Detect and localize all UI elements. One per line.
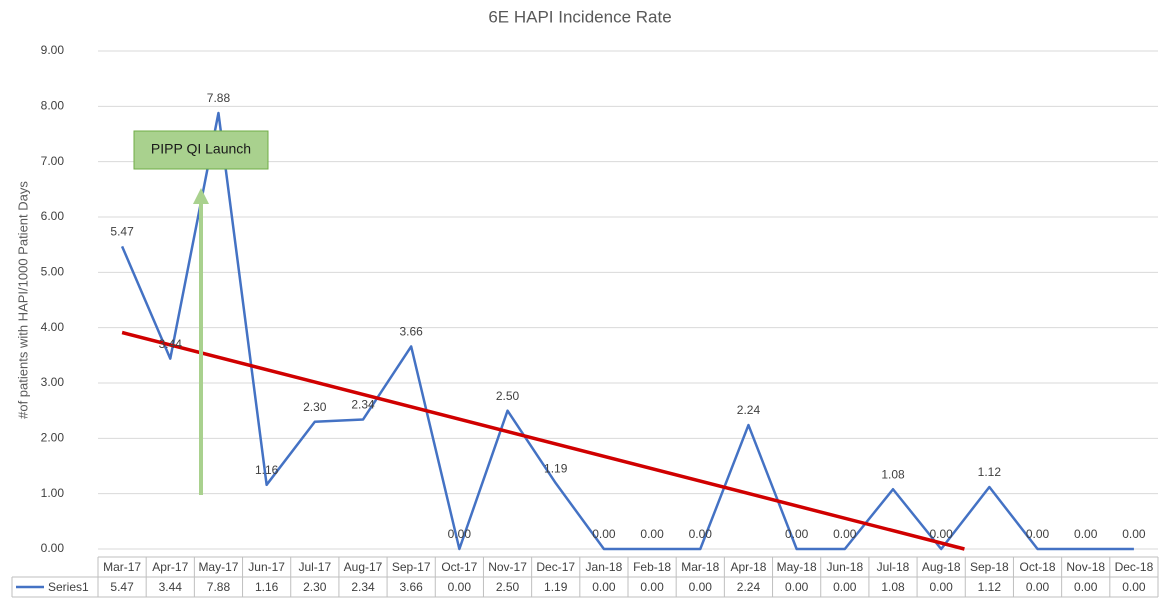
table-value: 0.00	[833, 580, 857, 594]
table-value: 1.19	[544, 580, 568, 594]
x-tick-label: Mar-18	[681, 560, 719, 574]
y-tick-label: 9.00	[41, 43, 65, 57]
data-label: 2.30	[303, 400, 327, 414]
y-tick-label: 6.00	[41, 209, 65, 223]
data-label: 2.50	[496, 389, 520, 403]
x-tick-label: Oct-17	[441, 560, 477, 574]
data-label: 0.00	[930, 527, 954, 541]
table-value: 2.30	[303, 580, 327, 594]
x-tick-label: Apr-18	[730, 560, 766, 574]
data-label: 1.08	[881, 467, 905, 481]
legend-label: Series1	[48, 580, 89, 594]
x-tick-label: Jul-18	[877, 560, 910, 574]
x-tick-label: May-17	[198, 560, 238, 574]
data-label: 5.47	[110, 224, 134, 238]
annotation-text: PIPP QI Launch	[151, 141, 251, 157]
x-tick-label: Apr-17	[152, 560, 188, 574]
trendline	[121, 330, 965, 551]
table-value: 0.00	[930, 580, 954, 594]
x-tick-label: Nov-17	[488, 560, 527, 574]
x-tick-label: Dec-18	[1115, 560, 1154, 574]
annotation-box	[133, 130, 269, 170]
table-value: 0.00	[785, 580, 809, 594]
x-tick-label: Aug-18	[922, 560, 961, 574]
data-label: 3.44	[159, 337, 183, 351]
data-label: 0.00	[1074, 527, 1098, 541]
x-tick-label: Feb-18	[633, 560, 671, 574]
x-tick-label: Nov-18	[1066, 560, 1105, 574]
x-tick-label: Jun-18	[826, 560, 863, 574]
data-label: 0.00	[1026, 527, 1050, 541]
table-value: 0.00	[640, 580, 664, 594]
y-axis-label: #of patients with HAPI/1000 Patient Days	[15, 181, 30, 419]
data-label: 0.00	[833, 527, 857, 541]
table-value: 0.00	[1026, 580, 1050, 594]
x-tick-label: May-18	[777, 560, 817, 574]
y-tick-label: 7.00	[41, 154, 65, 168]
data-label: 3.66	[400, 325, 424, 339]
data-label: 2.24	[737, 403, 761, 417]
x-tick-label: Jun-17	[248, 560, 285, 574]
data-label: 7.88	[207, 91, 231, 105]
y-tick-label: 5.00	[41, 265, 65, 279]
x-tick-label: Mar-17	[103, 560, 141, 574]
data-label: 0.00	[592, 527, 616, 541]
table-value: 2.24	[737, 580, 761, 594]
data-label: 0.00	[1122, 527, 1146, 541]
x-tick-label: Aug-17	[344, 560, 383, 574]
table-value: 0.00	[592, 580, 616, 594]
table-value: 0.00	[689, 580, 713, 594]
y-tick-label: 8.00	[41, 99, 65, 113]
table-value: 3.66	[400, 580, 424, 594]
data-label: 0.00	[689, 527, 713, 541]
table-value: 3.44	[159, 580, 183, 594]
annotation-arrowhead	[193, 188, 209, 204]
table-value: 1.08	[881, 580, 905, 594]
data-label: 0.00	[448, 527, 472, 541]
x-tick-label: Sep-18	[970, 560, 1009, 574]
y-tick-label: 3.00	[41, 375, 65, 389]
x-tick-label: Jul-17	[298, 560, 331, 574]
data-label: 0.00	[785, 527, 809, 541]
table-value: 0.00	[1122, 580, 1146, 594]
table-value: 0.00	[448, 580, 472, 594]
x-tick-label: Sep-17	[392, 560, 431, 574]
x-tick-label: Jan-18	[586, 560, 623, 574]
table-value: 2.34	[351, 580, 375, 594]
chart-title: 6E HAPI Incidence Rate	[488, 7, 671, 26]
y-tick-label: 0.00	[41, 541, 65, 555]
x-tick-label: Oct-18	[1020, 560, 1056, 574]
y-tick-label: 4.00	[41, 320, 65, 334]
table-value: 5.47	[110, 580, 134, 594]
data-label: 1.19	[544, 461, 568, 475]
series-line	[120, 111, 1134, 551]
table-value: 2.50	[496, 580, 520, 594]
table-value: 7.88	[207, 580, 231, 594]
table-value: 1.16	[255, 580, 279, 594]
data-label: 1.16	[255, 463, 279, 477]
x-tick-label: Dec-17	[536, 560, 575, 574]
data-label: 0.00	[640, 527, 664, 541]
table-value: 1.12	[978, 580, 1002, 594]
y-tick-label: 2.00	[41, 431, 65, 445]
data-label: 2.34	[351, 398, 375, 412]
table-value: 0.00	[1074, 580, 1098, 594]
y-tick-label: 1.00	[41, 486, 65, 500]
data-label: 1.12	[978, 465, 1002, 479]
